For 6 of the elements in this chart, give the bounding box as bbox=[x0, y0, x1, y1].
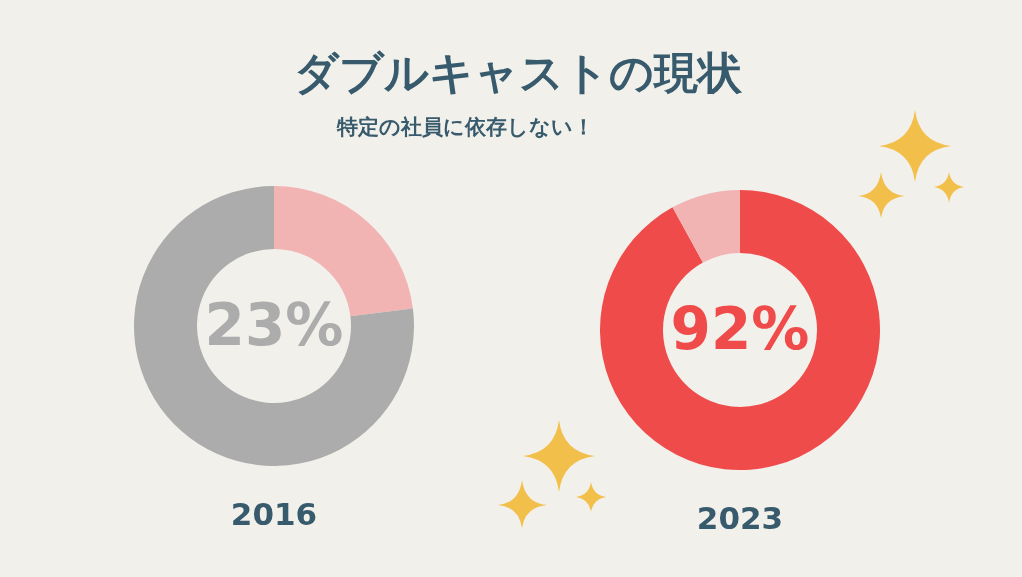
data-label: 92% bbox=[670, 295, 810, 364]
data-label: 23% bbox=[204, 291, 344, 360]
text: 特定の社員に依存しない！ bbox=[335, 114, 595, 141]
text: ダブルキャストの現状 bbox=[293, 46, 743, 100]
text: 2023 bbox=[695, 500, 785, 536]
text: 2016 bbox=[229, 496, 319, 532]
